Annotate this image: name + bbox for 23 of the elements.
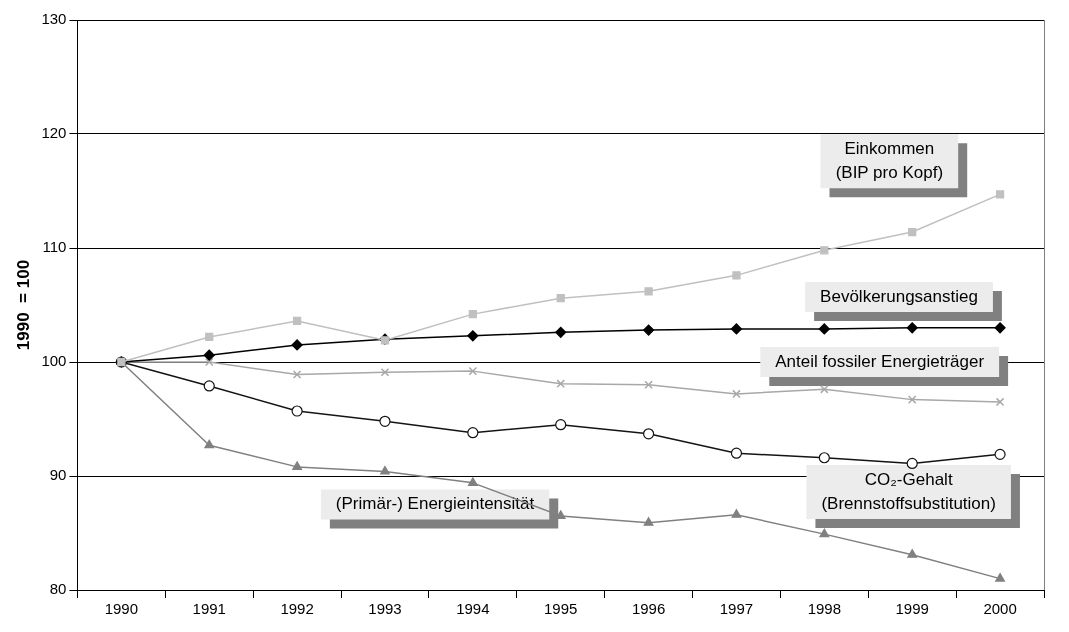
y-tick-label: 110 — [42, 238, 67, 256]
x-tick-label: 1995 — [544, 600, 578, 618]
series-label: (Primär-) Energieintensität — [335, 494, 535, 514]
y-tick-label: 90 — [49, 466, 67, 484]
x-tick-label: 1996 — [631, 600, 666, 618]
x-tick-label: 1998 — [807, 600, 842, 618]
y-tick-label: 130 — [41, 10, 67, 28]
x-tick-label: 2000 — [983, 600, 1017, 618]
series-label: CO₂-Gehalt (Brennstoffsubstitution) — [821, 469, 996, 513]
x-tick-label: 1991 — [192, 600, 226, 618]
y-tick-label: 120 — [41, 124, 67, 142]
x-tick-label: 1999 — [895, 600, 929, 618]
x-tick-label: 1994 — [456, 600, 490, 618]
x-tick-label: 1990 — [104, 600, 139, 618]
x-tick-label: 1993 — [368, 600, 402, 618]
series-label: Anteil fossiler Energieträger — [775, 351, 985, 371]
y-tick-label: 80 — [49, 580, 67, 598]
y-tick-label: 100 — [41, 352, 67, 370]
series-label: Bevölkerungsanstieg — [820, 286, 978, 306]
x-tick-label: 1997 — [719, 600, 754, 618]
series-label: Einkommen (BIP pro Kopf) — [835, 139, 944, 183]
x-tick-label: 1992 — [280, 600, 314, 618]
y-axis-title: 1990 = 100 — [13, 259, 33, 351]
